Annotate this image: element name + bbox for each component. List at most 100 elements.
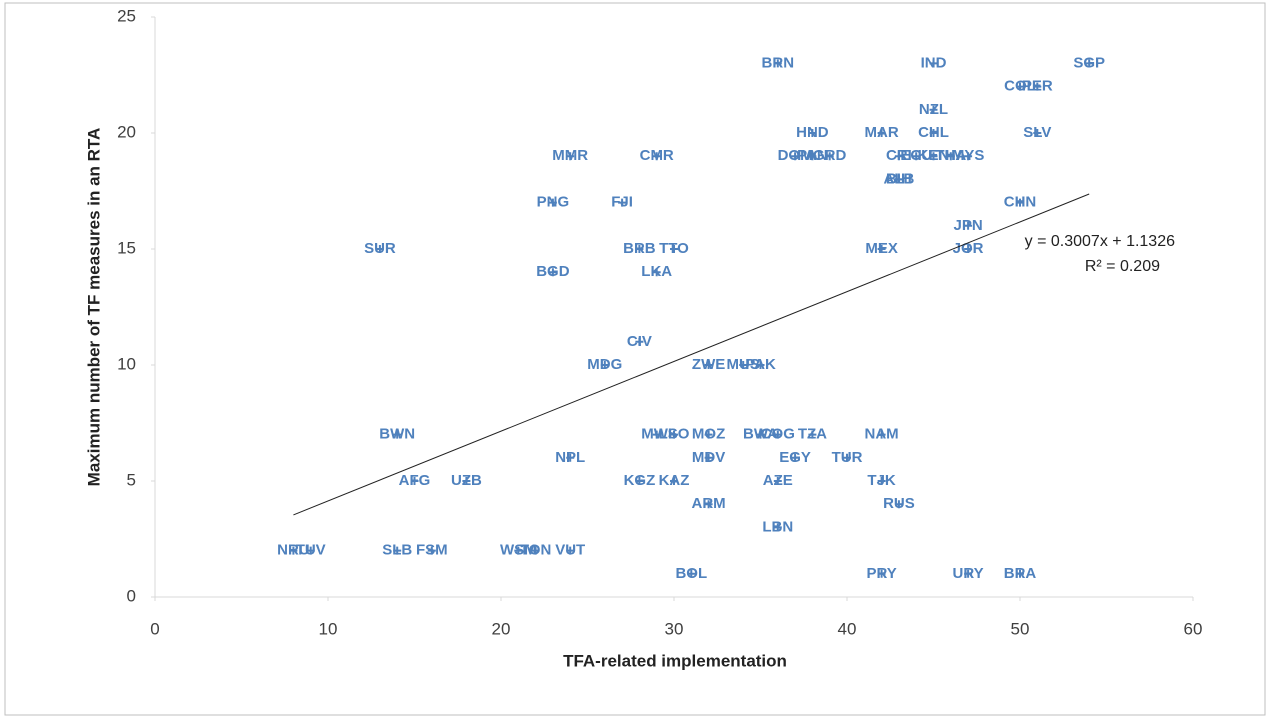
point — [635, 245, 644, 253]
point-label: BRN — [762, 54, 795, 71]
point-label: BGD — [536, 263, 570, 280]
point-label: UZB — [451, 472, 482, 489]
point — [548, 268, 557, 277]
y-tick-label: 10 — [117, 354, 136, 373]
point-label: BIH — [886, 170, 912, 187]
point-label: CHN — [1004, 194, 1037, 211]
point — [894, 500, 903, 509]
point — [929, 129, 938, 137]
point — [462, 477, 471, 485]
point — [566, 152, 575, 161]
point-label: MMR — [552, 147, 588, 164]
x-tick-label: 0 — [150, 619, 159, 638]
point — [1033, 129, 1042, 137]
point-label: NRU — [277, 542, 310, 559]
point-label: PNG — [537, 194, 570, 211]
point — [843, 453, 851, 462]
point-label: TON — [520, 542, 551, 559]
point — [964, 221, 973, 230]
point — [289, 546, 298, 555]
point-label: CRI — [886, 147, 912, 164]
point-label: IND — [921, 54, 947, 71]
point — [773, 523, 782, 532]
point — [773, 477, 782, 485]
point — [1016, 198, 1024, 207]
point — [514, 546, 523, 555]
point — [635, 477, 644, 485]
point-label: ARM — [692, 495, 726, 512]
x-axis-title: TFA-related implementation — [563, 651, 787, 670]
point-label: LKA — [641, 263, 672, 280]
point — [687, 569, 696, 578]
point — [393, 546, 402, 555]
point — [670, 430, 678, 439]
trendline-equation: y = 0.3007x + 1.1326 — [1025, 233, 1175, 250]
point — [1016, 569, 1024, 578]
point — [808, 430, 817, 439]
y-axis-title: Maximum number of TF measures in an RTA — [84, 128, 103, 487]
point — [825, 152, 834, 161]
point — [566, 546, 575, 555]
point-label: THA — [935, 147, 966, 164]
point-label: NAM — [865, 426, 899, 443]
point-label: SLB — [382, 542, 412, 559]
point-label: BWN — [379, 426, 415, 443]
x-tick-label: 30 — [665, 619, 684, 638]
point-label: ZWE — [692, 356, 725, 373]
point — [791, 152, 800, 161]
point — [877, 430, 886, 439]
y-tick-label: 15 — [117, 238, 136, 257]
point-label: HND — [796, 124, 829, 141]
point — [964, 152, 973, 161]
point-label: AFG — [399, 472, 431, 489]
point-label: LBN — [762, 518, 793, 535]
point-label: DOM — [778, 147, 813, 164]
point-label: PER — [1022, 78, 1053, 95]
point-label: LSO — [659, 426, 690, 443]
point-label: TUV — [296, 542, 326, 559]
point-label: MWI — [641, 426, 672, 443]
point-label: NZL — [919, 101, 948, 118]
point-label: ECU — [900, 147, 932, 164]
point-label: KGZ — [624, 472, 656, 489]
point — [618, 198, 627, 207]
point-label: PRY — [866, 565, 896, 582]
point — [946, 152, 955, 161]
point — [808, 152, 817, 161]
point — [773, 430, 782, 439]
point-label: MDV — [692, 449, 725, 466]
point-label: MDG — [587, 356, 622, 373]
point-label: TZA — [798, 426, 827, 443]
point — [566, 453, 575, 462]
point-label: BWA — [743, 426, 778, 443]
point — [306, 546, 315, 555]
point-label: SUR — [364, 240, 396, 257]
point-label: NPL — [555, 449, 585, 466]
x-tick-label: 40 — [838, 619, 857, 638]
point-label: CIV — [627, 333, 652, 350]
point-label: TUR — [832, 449, 863, 466]
point — [670, 245, 678, 253]
point-label: PAN — [797, 147, 828, 164]
point-label: FJI — [611, 194, 633, 211]
point — [877, 477, 886, 485]
point-label: WSM — [500, 542, 537, 559]
point-label: MAR — [865, 124, 899, 141]
point — [929, 59, 938, 68]
point-label: TTO — [659, 240, 689, 257]
point — [791, 453, 800, 462]
point-label: JPN — [954, 217, 983, 234]
point — [894, 152, 903, 161]
point-label: COL — [1004, 78, 1036, 95]
point-label: VUT — [555, 542, 585, 559]
point — [652, 152, 661, 161]
point — [652, 430, 661, 439]
point — [427, 546, 436, 555]
point-label: MOZ — [692, 426, 725, 443]
x-tick-label: 20 — [492, 619, 511, 638]
chart-border — [4, 2, 1266, 716]
point — [600, 361, 609, 369]
point-label: AZE — [763, 472, 793, 489]
point-label: RUS — [883, 495, 915, 512]
